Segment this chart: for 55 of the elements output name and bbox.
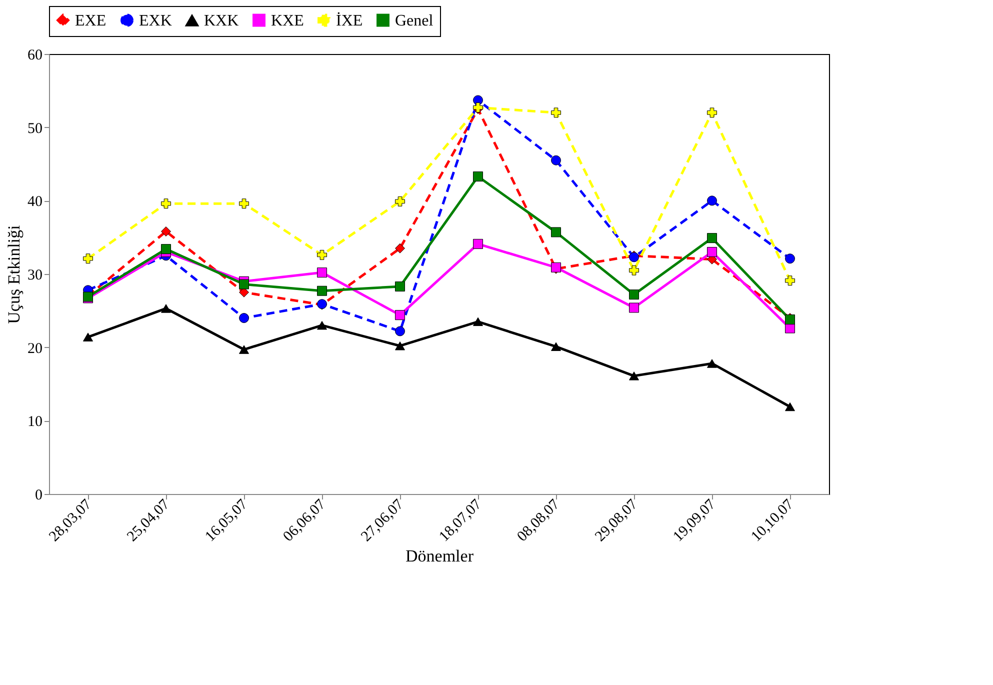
point: [551, 108, 561, 118]
point: [785, 276, 795, 286]
point: [629, 302, 639, 313]
point: [785, 254, 795, 264]
legend-label: KXE: [271, 12, 304, 30]
point: [239, 345, 249, 354]
y-tick-label: 10: [28, 414, 42, 430]
point: [83, 332, 93, 342]
y-tick-label: 40: [28, 194, 42, 210]
y-tick-label: 50: [28, 120, 42, 137]
point: [317, 286, 327, 296]
point: [473, 317, 483, 326]
point: [473, 171, 483, 182]
legend-label: KXK: [204, 12, 240, 30]
point: [161, 198, 171, 209]
point: [707, 196, 717, 206]
point: [473, 238, 483, 249]
point: [317, 320, 327, 330]
legend-label: Genel: [395, 12, 434, 30]
point: [551, 155, 561, 166]
point: [161, 304, 171, 313]
point: [317, 250, 327, 260]
point: [395, 342, 405, 350]
point: [629, 372, 639, 380]
point: [161, 244, 171, 254]
point: [395, 243, 405, 254]
point: [785, 323, 795, 334]
y-tick-label: 0: [35, 488, 42, 504]
x-axis-title: Dönemler: [406, 546, 474, 566]
point: [161, 226, 171, 236]
point: [629, 290, 639, 300]
y-axis-title: Uçuş Etkinliği: [4, 224, 24, 324]
legend-label: EXE: [75, 12, 106, 30]
legend-label: EXK: [139, 12, 172, 30]
y-tick-label: 30: [28, 268, 42, 284]
y-tick-label: 60: [28, 48, 42, 64]
point: [83, 254, 93, 264]
point: [707, 108, 717, 118]
point: [785, 402, 795, 412]
point: [707, 247, 717, 257]
point: [317, 268, 327, 278]
point: [395, 281, 405, 292]
point: [239, 198, 249, 209]
point: [395, 196, 405, 206]
y-tick-label: 20: [28, 340, 42, 357]
point: [707, 359, 717, 368]
point: [239, 279, 249, 290]
point: [395, 310, 405, 320]
point: [395, 326, 405, 336]
point: [707, 233, 717, 244]
point: [239, 313, 249, 323]
point: [551, 342, 561, 351]
point: [551, 227, 561, 238]
legend-label: İXE: [336, 11, 363, 30]
point: [629, 265, 639, 276]
